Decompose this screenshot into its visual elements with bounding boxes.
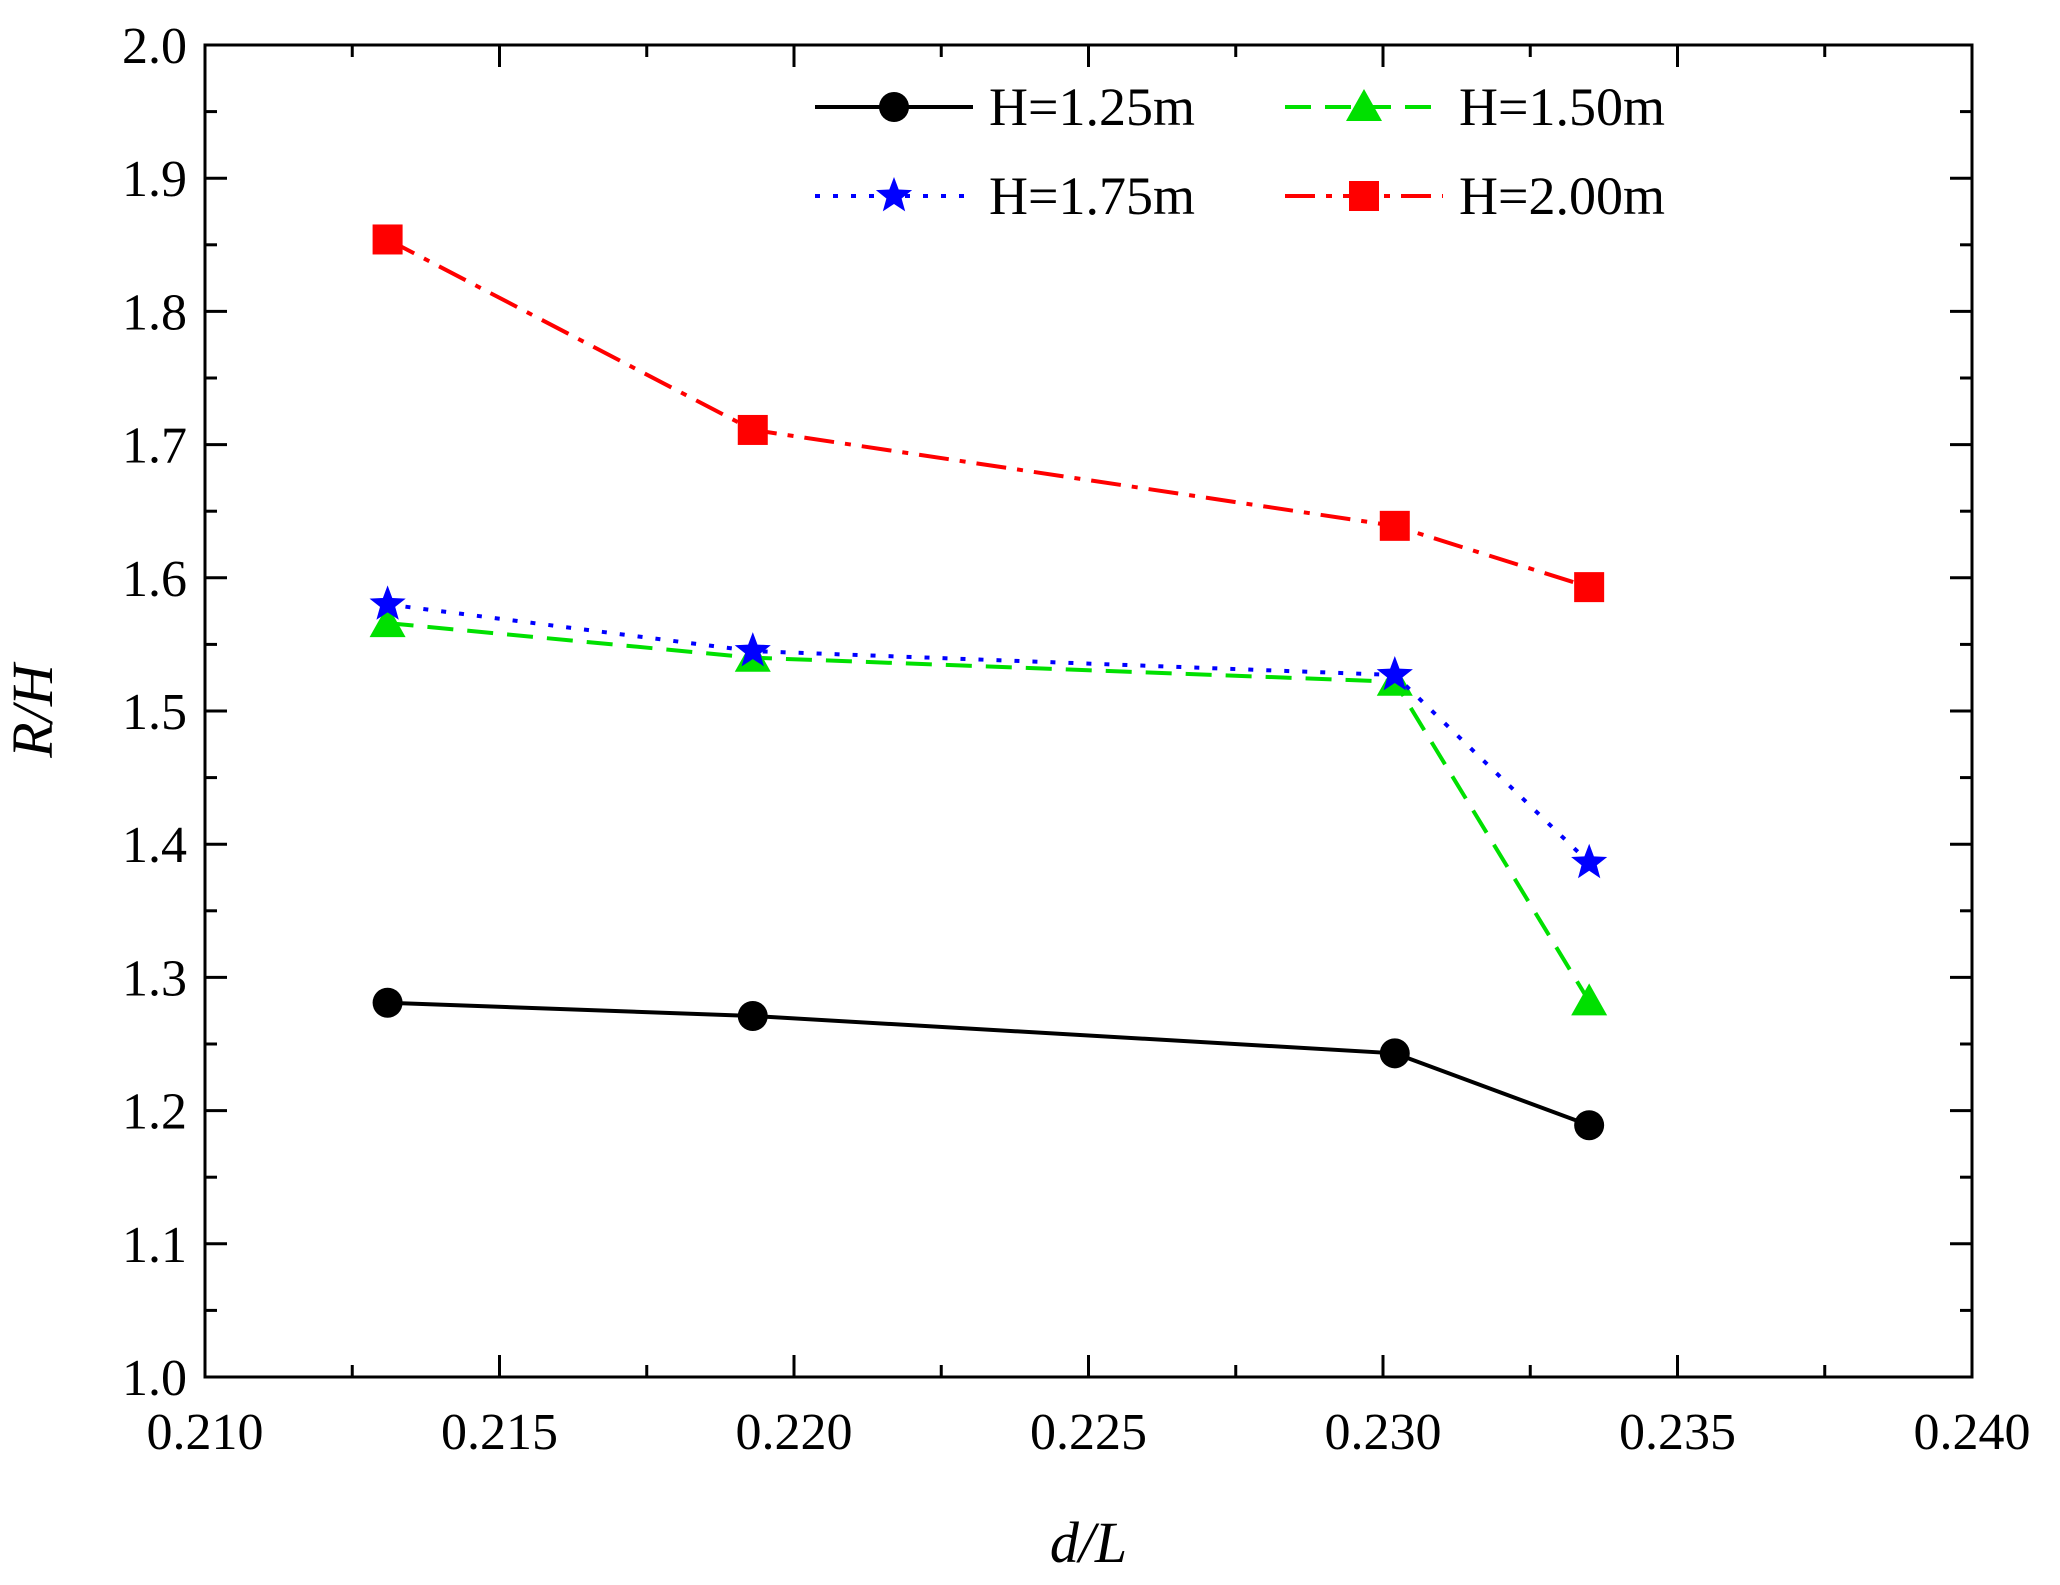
data-point (1376, 656, 1413, 691)
legend-item: H=1.25m (815, 77, 1195, 137)
data-point (737, 1001, 768, 1032)
data-point (1574, 572, 1605, 603)
data-point (369, 585, 406, 620)
y-tick-label: 1.0 (122, 1350, 187, 1407)
series-H=1.75m (369, 585, 1608, 879)
x-tick-label: 0.225 (1030, 1404, 1147, 1461)
x-axis-title: d/L (1050, 1510, 1127, 1575)
y-tick-label: 1.9 (122, 151, 187, 208)
ticks-layer: 0.210 0.215 0.220 0.225 0.230 0.235 0.240 1.0 1.… (122, 18, 2031, 1461)
y-tick-label: 2.0 (122, 18, 187, 75)
series-H=1.50m (369, 605, 1608, 1016)
data-point (734, 632, 771, 667)
data-point (1571, 983, 1608, 1016)
series-layer (369, 224, 1608, 1141)
data-point (1574, 1110, 1605, 1141)
legend-item: H=2.00m (1285, 166, 1665, 226)
x-tick-label: 0.230 (1325, 1404, 1442, 1461)
legend-item: H=1.75m (815, 166, 1195, 226)
data-point (1571, 843, 1608, 879)
data-point (737, 414, 768, 445)
data-point (1379, 510, 1410, 541)
y-tick-label: 1.2 (122, 1084, 187, 1141)
legend-marker (1346, 89, 1382, 121)
legend-label: H=1.50m (1459, 77, 1665, 137)
y-tick-label: 1.1 (122, 1217, 187, 1274)
data-point (372, 224, 403, 255)
y-tick-label: 1.4 (122, 817, 187, 874)
plot-frame (203, 43, 1974, 1379)
y-tick-label: 1.3 (122, 950, 187, 1007)
y-tick-label: 1.5 (122, 684, 187, 741)
x-tick-label: 0.215 (441, 1404, 558, 1461)
legend-marker (879, 92, 909, 122)
legend: H=1.25m H=1.50m H=1.75m H=2.00m (815, 77, 1665, 226)
legend-label: H=1.25m (989, 77, 1195, 137)
series-line (386, 237, 1590, 590)
x-tick-label: 0.235 (1619, 1404, 1736, 1461)
series-line (387, 602, 1591, 865)
data-point (1379, 1038, 1410, 1069)
series-line (387, 1000, 1590, 1128)
legend-marker (1349, 181, 1379, 211)
x-tick-label: 0.240 (1914, 1404, 2031, 1461)
legend-item: H=1.50m (1285, 77, 1665, 137)
series-H=1.25m (372, 987, 1605, 1141)
legend-label: H=1.75m (989, 166, 1195, 226)
x-tick-label: 0.210 (147, 1404, 264, 1461)
y-tick-label: 1.7 (122, 418, 187, 475)
y-tick-label: 1.8 (122, 284, 187, 341)
data-point (372, 987, 403, 1018)
series-H=2.00m (372, 224, 1605, 603)
y-tick-label: 1.6 (122, 551, 187, 608)
y-axis-title: R/H (0, 661, 65, 759)
data-point (369, 605, 406, 638)
series-line (387, 621, 1591, 1003)
legend-marker (875, 177, 913, 212)
x-tick-label: 0.220 (736, 1404, 853, 1461)
legend-label: H=2.00m (1459, 166, 1665, 226)
